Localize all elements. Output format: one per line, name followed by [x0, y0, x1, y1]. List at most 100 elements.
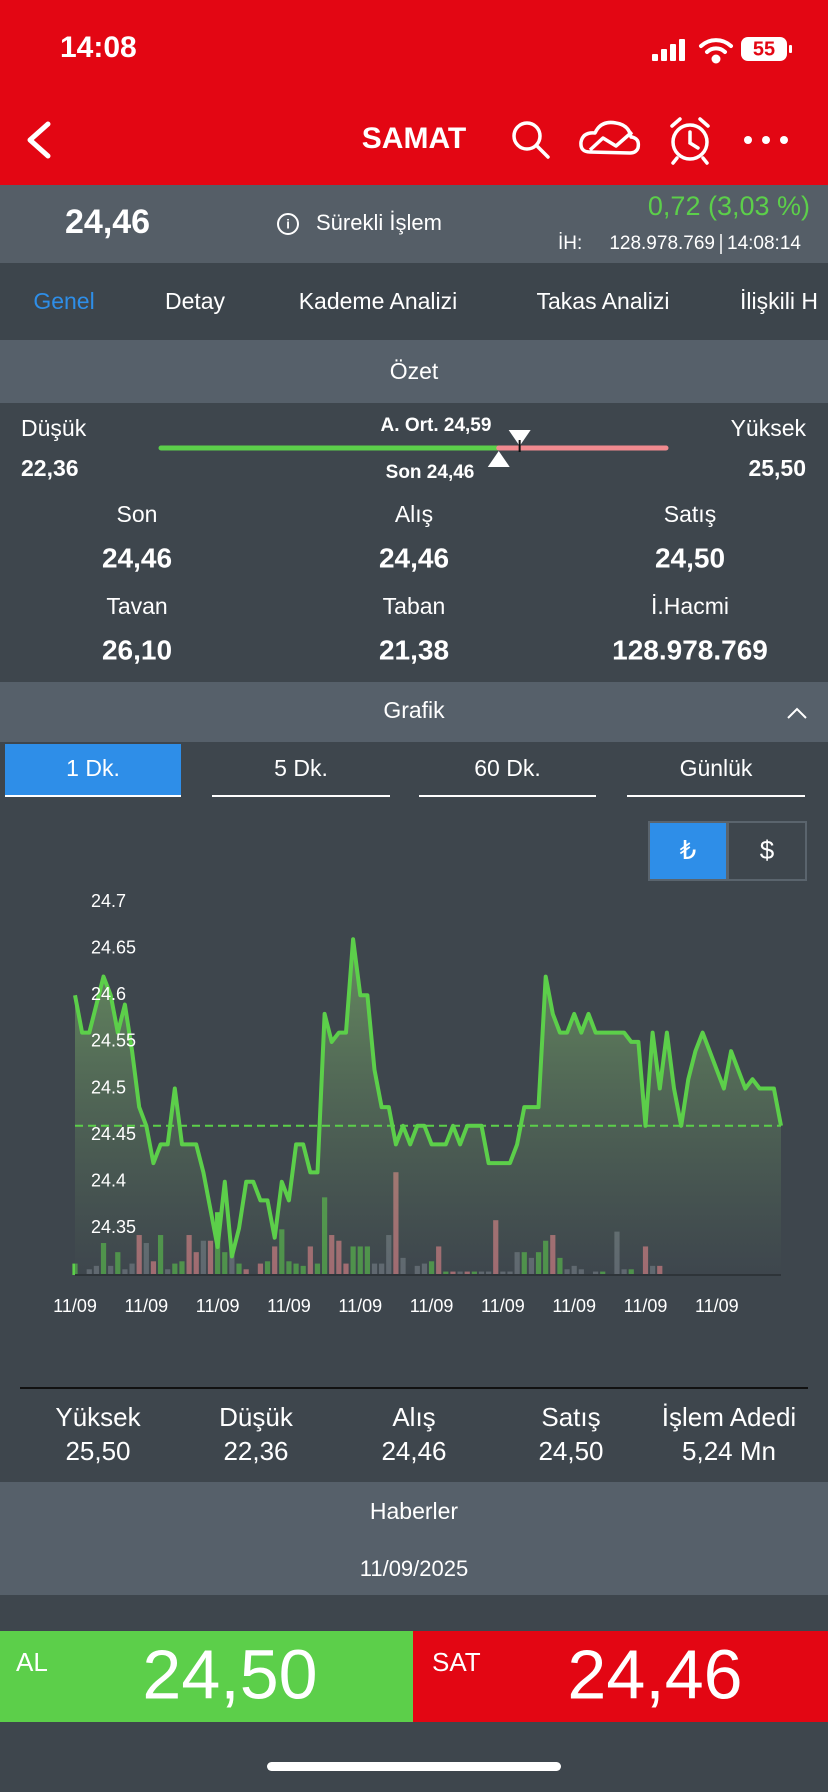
- stat-value: 24,46: [381, 1436, 446, 1466]
- alarm-button[interactable]: [670, 117, 710, 165]
- interval-label[interactable]: 5 Dk.: [274, 755, 328, 781]
- x-tick-label: 11/09: [53, 1296, 97, 1316]
- y-tick-label: 24.7: [91, 891, 126, 911]
- average-label: A. Ort. 24,59: [381, 415, 492, 436]
- x-tick-label: 11/09: [624, 1296, 668, 1316]
- home-indicator: [267, 1762, 561, 1771]
- news-section: [0, 1482, 828, 1595]
- buy-label: AL: [16, 1647, 48, 1677]
- stat-label: Alış: [392, 1402, 435, 1432]
- stat-value: 25,50: [65, 1436, 130, 1466]
- y-tick-label: 24.4: [91, 1171, 126, 1191]
- cell-value: 26,10: [102, 634, 172, 665]
- x-tick-label: 11/09: [481, 1296, 525, 1316]
- clock: 14:08: [60, 31, 137, 64]
- low-label: Düşük: [21, 415, 87, 441]
- session-status: Sürekli İşlem: [316, 210, 442, 235]
- section-header: [0, 682, 828, 742]
- collapse-button[interactable]: [787, 707, 807, 719]
- section-header: [0, 340, 828, 403]
- x-tick-label: 11/09: [338, 1296, 382, 1316]
- cell-label: Alış: [395, 501, 433, 527]
- cell-value: 21,38: [379, 634, 449, 665]
- section-title: Grafik: [383, 697, 445, 723]
- sell-price: 24,46: [567, 1635, 742, 1713]
- nav-title: SAMAT: [362, 122, 466, 155]
- stat-label: İşlem Adedi: [662, 1402, 796, 1432]
- wifi-icon: [699, 38, 733, 64]
- header: [0, 0, 828, 185]
- stat-value: 22,36: [223, 1436, 288, 1466]
- currency-button[interactable]: [648, 821, 728, 881]
- stat-label: Yüksek: [55, 1402, 141, 1432]
- stat-value: 24,50: [538, 1436, 603, 1466]
- cell-value: 24,50: [655, 542, 725, 573]
- y-tick-label: 24.45: [91, 1124, 136, 1144]
- stat-label: Düşük: [219, 1402, 294, 1432]
- low-value: 22,36: [21, 455, 79, 481]
- price-line: [73, 937, 783, 1259]
- last-label: Son 24,46: [386, 462, 475, 483]
- info-icon[interactable]: [277, 213, 299, 235]
- tab[interactable]: Genel: [33, 288, 94, 314]
- x-tick-label: 11/09: [695, 1296, 739, 1316]
- interval-label[interactable]: 60 Dk.: [474, 755, 540, 781]
- x-tick-label: 11/09: [124, 1296, 168, 1316]
- sell-label: SAT: [432, 1647, 481, 1677]
- news-date: 11/09/2025: [360, 1556, 468, 1581]
- cell-label: Tavan: [106, 593, 167, 619]
- currency-label[interactable]: $: [760, 835, 775, 865]
- price-area: [75, 939, 781, 1275]
- cell-label: Satış: [664, 501, 716, 527]
- high-label: Yüksek: [731, 415, 807, 441]
- buy-price: 24,50: [142, 1635, 317, 1713]
- tab[interactable]: Takas Analizi: [537, 288, 670, 314]
- cell-value: 128.978.769: [612, 634, 768, 665]
- cell-label: Son: [117, 501, 158, 527]
- buy-button[interactable]: [0, 1631, 413, 1722]
- x-tick-label: 11/09: [410, 1296, 454, 1316]
- currency-button[interactable]: [727, 821, 807, 881]
- y-tick-label: 24.5: [91, 1077, 126, 1097]
- y-tick-label: 24.65: [91, 937, 136, 957]
- cell-value: 24,46: [379, 542, 449, 573]
- more-button[interactable]: [744, 136, 788, 144]
- search-button[interactable]: [512, 121, 550, 159]
- x-tick-label: 11/09: [552, 1296, 596, 1316]
- battery-level: 55: [753, 38, 775, 60]
- interval-label[interactable]: 1 Dk.: [66, 755, 120, 781]
- cloud-button[interactable]: [579, 120, 641, 155]
- battery-icon: [741, 37, 787, 61]
- interval-button[interactable]: [5, 744, 181, 796]
- back-button[interactable]: [27, 121, 51, 159]
- quote-bar: [0, 185, 828, 263]
- interval-label[interactable]: Günlük: [680, 755, 753, 781]
- tab[interactable]: Detay: [165, 288, 226, 314]
- y-tick-label: 24.35: [91, 1217, 136, 1237]
- last-price: 24,46: [65, 203, 150, 241]
- update-time: 14:08:14: [727, 233, 801, 254]
- volume-label: İH:: [558, 233, 582, 254]
- tab-bar: [0, 263, 828, 340]
- volume-value: 128.978.769: [609, 233, 715, 254]
- sell-button[interactable]: [413, 1631, 828, 1722]
- x-tick-label: 11/09: [267, 1296, 311, 1316]
- average-marker: [508, 430, 531, 446]
- last-marker: [487, 451, 510, 467]
- cell-label: Taban: [383, 593, 446, 619]
- price-change: 0,72 (3,03 %): [648, 191, 810, 221]
- y-tick-label: 24.55: [91, 1031, 136, 1051]
- cell-label: İ.Hacmi: [651, 593, 729, 619]
- cell-value: 24,46: [102, 542, 172, 573]
- currency-label[interactable]: ₺: [680, 835, 697, 865]
- signal-icon: [652, 39, 685, 61]
- tab[interactable]: Kademe Analizi: [299, 288, 458, 314]
- stat-label: Satış: [541, 1402, 600, 1432]
- news-title: Haberler: [370, 1498, 459, 1524]
- y-tick-label: 24.6: [91, 984, 126, 1004]
- section-title: Özet: [390, 358, 439, 384]
- high-value: 25,50: [748, 455, 806, 481]
- tab[interactable]: İlişkili H: [740, 288, 818, 314]
